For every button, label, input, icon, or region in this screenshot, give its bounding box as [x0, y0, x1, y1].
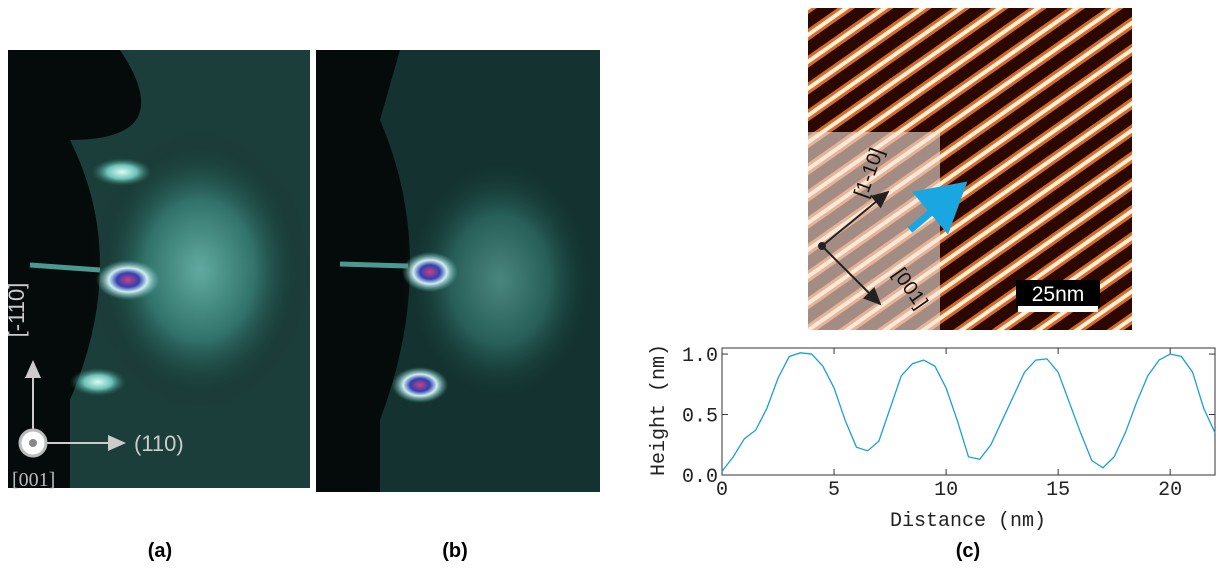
x-tick-label: 5: [828, 479, 840, 502]
y-tick-label: 0.0: [682, 466, 718, 489]
scale-bar-label: 25nm: [1032, 283, 1085, 306]
panel-a-image: [8, 50, 310, 488]
panel-b-image: [316, 50, 600, 492]
axis-label: (110): [134, 431, 184, 456]
x-axis-title: Distance (nm): [890, 510, 1046, 533]
x-tick-label: 15: [1046, 479, 1070, 502]
x-tick-label: 0: [716, 479, 728, 502]
y-tick-label: 1.0: [682, 345, 718, 368]
y-axis-title: Height (nm): [648, 344, 671, 476]
line-series: [721, 352, 1216, 472]
x-tick-label: 20: [1158, 479, 1182, 502]
axis-label: [-110]: [4, 283, 29, 338]
panel-label: (a): [148, 540, 172, 562]
panel-c-image: [808, 8, 1132, 330]
axis-label: [001]: [12, 469, 55, 491]
x-tick-label: 10: [934, 479, 958, 502]
y-tick-label: 0.5: [682, 406, 718, 429]
plot-frame: [721, 347, 1216, 476]
panel-label: (b): [442, 540, 468, 562]
panel-label: (c): [956, 540, 980, 562]
